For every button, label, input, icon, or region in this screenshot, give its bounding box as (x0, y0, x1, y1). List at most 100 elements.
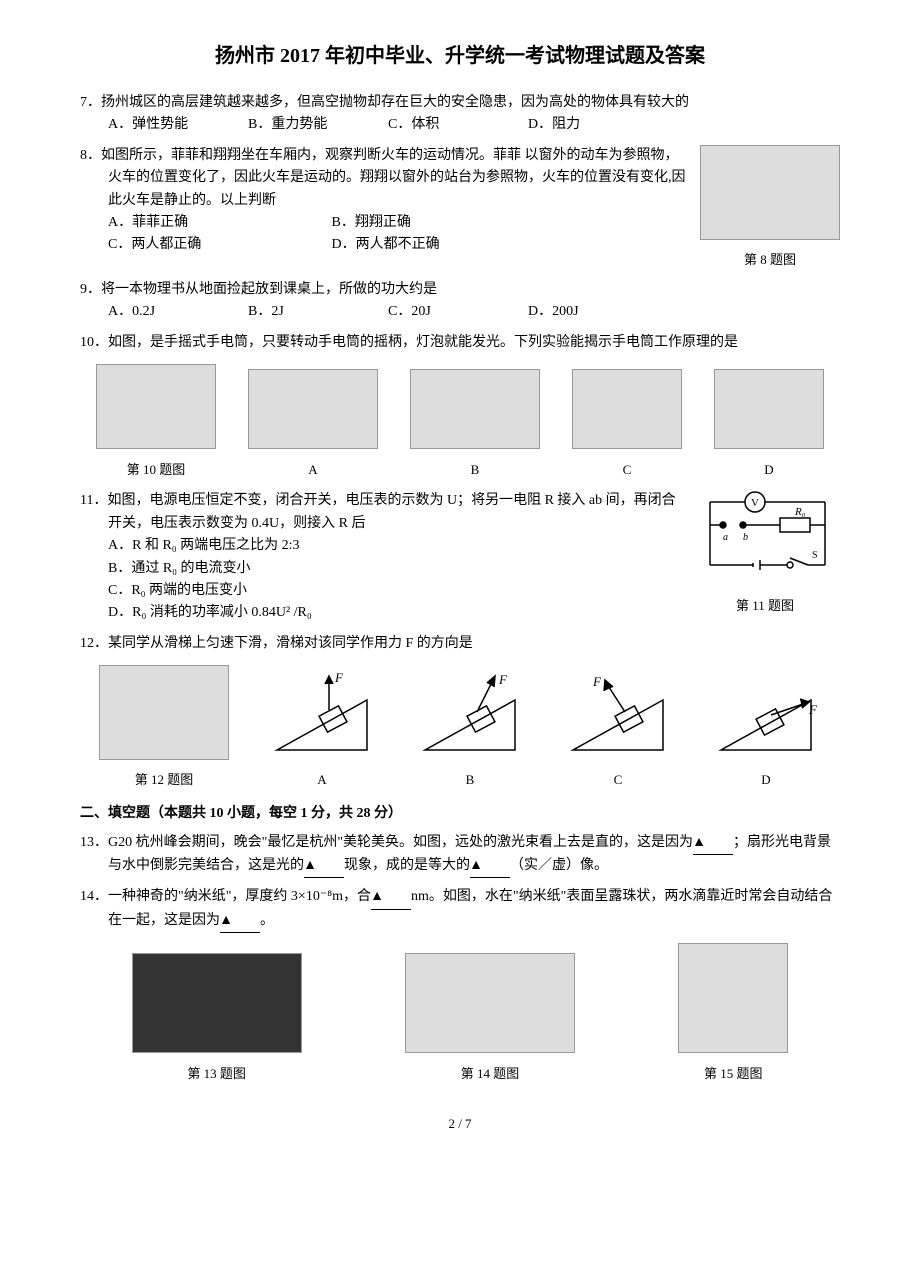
q12-opt-d-figure: F D (711, 670, 821, 791)
q14-text: 14．一种神奇的"纳米纸"，厚度约 3×10⁻⁸m，合▲nm。如图，水在"纳米纸… (80, 886, 840, 933)
svg-text:S: S (812, 550, 818, 561)
q13-text: 13．G20 杭州峰会期间，晚会"最忆是杭州"美轮美奂。如图，远处的激光束看上去… (80, 832, 840, 879)
q7-body: 扬州城区的高层建筑越来越多，但高空抛物却存在巨大的安全隐患，因为高处的物体具有较… (101, 95, 689, 110)
question-7: 7．扬州城区的高层建筑越来越多，但高空抛物却存在巨大的安全隐患，因为高处的物体具… (80, 92, 840, 137)
q13-blank3: ▲ (470, 855, 510, 878)
q7-opt-c: C．体积 (388, 114, 488, 136)
q14-caption: 第 14 题图 (405, 1064, 575, 1085)
q13-blank2: ▲ (304, 855, 344, 878)
q8-opt-b: B．翔翔正确 (332, 212, 512, 234)
q12-opt-b-figure: F B (415, 670, 525, 791)
q9-opt-d: D．200J (528, 301, 628, 323)
q12-label-c: C (563, 770, 673, 791)
q12-main-figure: 第 12 题图 (99, 665, 229, 791)
q12-opt-a-figure: F A (267, 670, 377, 791)
q13-part4: （实／虚）像。 (510, 858, 608, 873)
q10-label-b: B (410, 460, 540, 481)
q10-images: 第 10 题图 A B C D (80, 364, 840, 480)
page-number: 2 / 7 (80, 1114, 840, 1135)
q8-num: 8． (80, 148, 101, 163)
q10-text: 10．如图，是手摇式手电筒，只要转动手电筒的摇柄，灯泡就能发光。下列实验能揭示手… (80, 332, 840, 354)
svg-text:F: F (592, 674, 602, 689)
q8-opt-d: D．两人都不正确 (332, 234, 512, 256)
q11-circuit-diagram: V a b R₀ S (690, 490, 840, 585)
q15-caption: 第 15 题图 (678, 1064, 788, 1085)
q7-opt-d: D．阻力 (528, 114, 628, 136)
q7-opt-a: A．弹性势能 (108, 114, 208, 136)
q8-body: 如图所示，菲菲和翔翔坐在车厢内，观察判断火车的运动情况。菲菲 以窗外的动车为参照… (101, 148, 686, 208)
q11-num: 11． (80, 493, 107, 508)
question-13: 13．G20 杭州峰会期间，晚会"最忆是杭州"美轮美奂。如图，远处的激光束看上去… (80, 832, 840, 879)
q12-diagram-c: F (563, 670, 673, 760)
q13-caption: 第 13 题图 (132, 1064, 302, 1085)
q8-figure: 第 8 题图 (700, 145, 840, 271)
question-8: 第 8 题图 8．如图所示，菲菲和翔翔坐在车厢内，观察判断火车的运动情况。菲菲 … (80, 145, 840, 271)
q9-options: A．0.2J B．2J C．20J D．200J (80, 301, 840, 323)
q12-label-a: A (267, 770, 377, 791)
q8-caption: 第 8 题图 (700, 250, 840, 271)
q10-image-c (572, 369, 682, 449)
q9-opt-c: C．20J (388, 301, 488, 323)
q9-num: 9． (80, 282, 101, 297)
q9-text: 9．将一本物理书从地面捡起放到课桌上，所做的功大约是 (80, 279, 840, 301)
question-11: V a b R₀ S (80, 490, 840, 624)
q13-num: 13． (80, 835, 108, 850)
q12-diagram-a: F (267, 670, 377, 760)
q11-figure: V a b R₀ S (690, 490, 840, 616)
bottom-image-row: 第 13 题图 第 14 题图 第 15 题图 (80, 943, 840, 1084)
q13-part1: G20 杭州峰会期间，晚会"最忆是杭州"美轮美奂。如图，远处的激光束看上去是直的… (108, 835, 693, 850)
q14-part3: 。 (260, 913, 274, 928)
q10-flashlight-image (96, 364, 216, 449)
q10-opt-a-figure: A (248, 369, 378, 480)
q9-body: 将一本物理书从地面捡起放到课桌上，所做的功大约是 (101, 282, 437, 297)
svg-text:F: F (498, 672, 508, 687)
q10-image-a (248, 369, 378, 449)
q13-image (132, 953, 302, 1053)
svg-text:R₀: R₀ (794, 506, 806, 518)
q10-caption: 第 10 题图 (96, 460, 216, 481)
q13-blank1: ▲ (693, 832, 733, 855)
q14-num: 14． (80, 889, 108, 904)
q11-caption: 第 11 题图 (690, 596, 840, 617)
q14-part1: 一种神奇的"纳米纸"，厚度约 3×10⁻⁸m，合 (108, 889, 371, 904)
q7-options: A．弹性势能 B．重力势能 C．体积 D．阻力 (80, 114, 840, 136)
q15-figure: 第 15 题图 (678, 943, 788, 1084)
q10-label-c: C (572, 460, 682, 481)
q14-blank2: ▲ (220, 910, 260, 933)
question-7-text: 7．扬州城区的高层建筑越来越多，但高空抛物却存在巨大的安全隐患，因为高处的物体具… (80, 92, 840, 114)
question-10: 10．如图，是手摇式手电筒，只要转动手电筒的摇柄，灯泡就能发光。下列实验能揭示手… (80, 332, 840, 481)
q12-text: 12．某同学从滑梯上匀速下滑，滑梯对该同学作用力 F 的方向是 (80, 633, 840, 655)
question-12: 12．某同学从滑梯上匀速下滑，滑梯对该同学作用力 F 的方向是 第 12 题图 … (80, 633, 840, 792)
q10-opt-d-figure: D (714, 369, 824, 480)
q10-opt-c-figure: C (572, 369, 682, 480)
page-title: 扬州市 2017 年初中毕业、升学统一考试物理试题及答案 (80, 40, 840, 72)
q14-image (405, 953, 575, 1053)
q8-opt-c: C．两人都正确 (108, 234, 288, 256)
q11-body: 如图，电源电压恒定不变，闭合开关，电压表的示数为 U；将另一电阻 R 接入 ab… (107, 493, 675, 530)
svg-text:F: F (808, 702, 818, 717)
q7-num: 7． (80, 95, 101, 110)
q10-opt-b-figure: B (410, 369, 540, 480)
svg-text:a: a (723, 532, 728, 543)
q7-opt-b: B．重力势能 (248, 114, 348, 136)
svg-text:F: F (334, 670, 344, 685)
q12-opt-c-figure: F C (563, 670, 673, 791)
q10-image-d (714, 369, 824, 449)
q10-body: 如图，是手摇式手电筒，只要转动手电筒的摇柄，灯泡就能发光。下列实验能揭示手电筒工… (108, 335, 738, 350)
q14-blank1: ▲ (371, 886, 411, 909)
q12-body: 某同学从滑梯上匀速下滑，滑梯对该同学作用力 F 的方向是 (108, 636, 473, 651)
q12-label-d: D (711, 770, 821, 791)
q10-main-figure: 第 10 题图 (96, 364, 216, 480)
q10-num: 10． (80, 335, 108, 350)
q12-diagram-b: F (415, 670, 525, 760)
q15-image (678, 943, 788, 1053)
q12-images: 第 12 题图 F A F (80, 665, 840, 791)
q12-slide-image (99, 665, 229, 760)
q12-label-b: B (415, 770, 525, 791)
question-9: 9．将一本物理书从地面捡起放到课桌上，所做的功大约是 A．0.2J B．2J C… (80, 279, 840, 324)
q9-opt-b: B．2J (248, 301, 348, 323)
q13-figure: 第 13 题图 (132, 953, 302, 1084)
q8-opt-a: A．菲菲正确 (108, 212, 288, 234)
q14-figure: 第 14 题图 (405, 953, 575, 1084)
q10-image-b (410, 369, 540, 449)
